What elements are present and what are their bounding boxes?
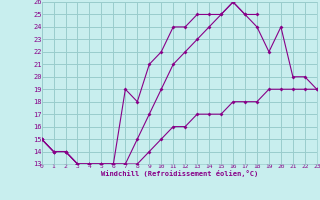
X-axis label: Windchill (Refroidissement éolien,°C): Windchill (Refroidissement éolien,°C) [100,170,258,177]
